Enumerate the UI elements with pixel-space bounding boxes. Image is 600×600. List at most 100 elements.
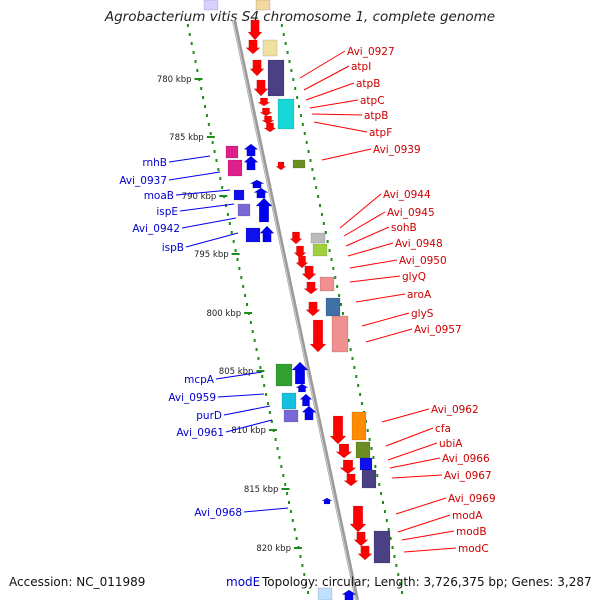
leader-line-right [385,427,434,447]
gene-label-right: Avi_0969 [448,493,496,505]
gene-arrows [243,19,373,600]
gene-arrow [255,197,273,223]
leader-line-right [305,82,355,101]
gene-label-right: Avi_0939 [373,144,421,156]
track-dot-left [242,285,245,288]
leader-line-right [339,193,382,229]
track-dot-left [190,42,193,45]
leader-line-right [395,497,447,515]
kbp-ticks: 780 kbp 785 kbp 790 kbp 795 kbp 800 kbp 805 k… [157,75,302,554]
gene-arrow [245,39,261,55]
gene-label-right: cfa [435,423,451,435]
track-dot-left [255,348,258,351]
track-dot-left [221,186,224,189]
track-dot-left [291,519,294,522]
track-dot-right [324,231,327,234]
track-dot-left [236,258,239,261]
track-dot-right [393,555,396,558]
leader-line-left [225,419,273,433]
gene-label-right: aroA [407,289,432,301]
track-dot-left [263,384,266,387]
track-dot-right [353,366,356,369]
track-dot-left [257,357,260,360]
gene-arrow [253,79,269,97]
gene-label-left: ispB [162,242,184,254]
gene-arrow [293,245,307,259]
track-dot-left [207,123,210,126]
gene-block [267,59,285,97]
gene-label-left: rnhB [142,157,167,169]
track-dot-left [284,483,287,486]
gene-arrow [301,405,317,421]
gene-label-left: mcpA [184,374,215,386]
gene-arrow [321,497,333,505]
gene-arrow [243,143,259,157]
gene-arrow [301,265,317,281]
leader-line-left [215,371,263,380]
gene-arrow [299,393,313,407]
gene-label-left: Avi_0937 [119,175,167,187]
track-dot-right [301,123,304,126]
tick-label: 795 kbp [194,250,229,260]
leader-line-right [303,65,350,91]
tick-label: 820 kbp [256,544,291,554]
track-dot-right [359,393,362,396]
track-dot-right [326,240,329,243]
gene-arrow [339,459,357,475]
gene-block [310,232,326,244]
leader-line-right [355,293,406,303]
gene-block [255,0,271,11]
track-dot-left [244,294,247,297]
track-dot-left [200,87,203,90]
gene-label-right: atpB [356,78,380,90]
track-dot-right [328,249,331,252]
track-dot-right [315,186,318,189]
leader-line-right [391,474,443,479]
track-dot-left [240,276,243,279]
leader-line-right [381,408,430,423]
gene-arrow [253,187,269,199]
map-title: Agrobacterium vitis S4 chromosome 1, com… [104,9,496,25]
gene-label-right: atpB [364,110,388,122]
track-dot-right [288,60,291,63]
track-dot-right [372,456,375,459]
gene-blocks [203,0,391,600]
track-dot-right [317,195,320,198]
tick-label: 790 kbp [182,192,217,202]
gene-label-right: modB [456,526,487,538]
gene-label-right: Avi_0927 [347,46,395,58]
leader-line-right [321,148,372,161]
leader-line-right [365,328,413,343]
tick-label: 785 kbp [169,133,204,143]
leader-line-right [349,259,398,269]
track-dot-right [382,501,385,504]
track-dot-right [338,294,341,297]
leader-line-left [243,507,289,513]
leader-line-right [361,312,410,327]
gene-label-left: ispE [156,206,178,218]
track-dot-left [211,141,214,144]
track-dot-right [355,375,358,378]
track-dot-right [334,276,337,279]
track-dot-right [303,132,306,135]
track-dot-left [205,114,208,117]
gene-label-right: modA [452,510,483,522]
track-dot-left [288,501,291,504]
track-dot-left [280,465,283,468]
gene-block [203,0,219,11]
track-dot-right [341,312,344,315]
track-dot-left [234,249,237,252]
gene-arrow [335,443,353,459]
track-dot-left [261,375,264,378]
gene-label-right: modC [458,543,489,555]
gene-arrow [343,473,359,487]
track-dot-left [213,150,216,153]
gene-label-right: Avi_0962 [431,404,479,416]
gene-block [373,530,391,564]
track-dot-left [305,582,308,585]
track-dot-right [387,528,390,531]
gene-block [245,227,261,243]
track-dot-right [361,402,364,405]
leader-line-right [299,50,346,79]
